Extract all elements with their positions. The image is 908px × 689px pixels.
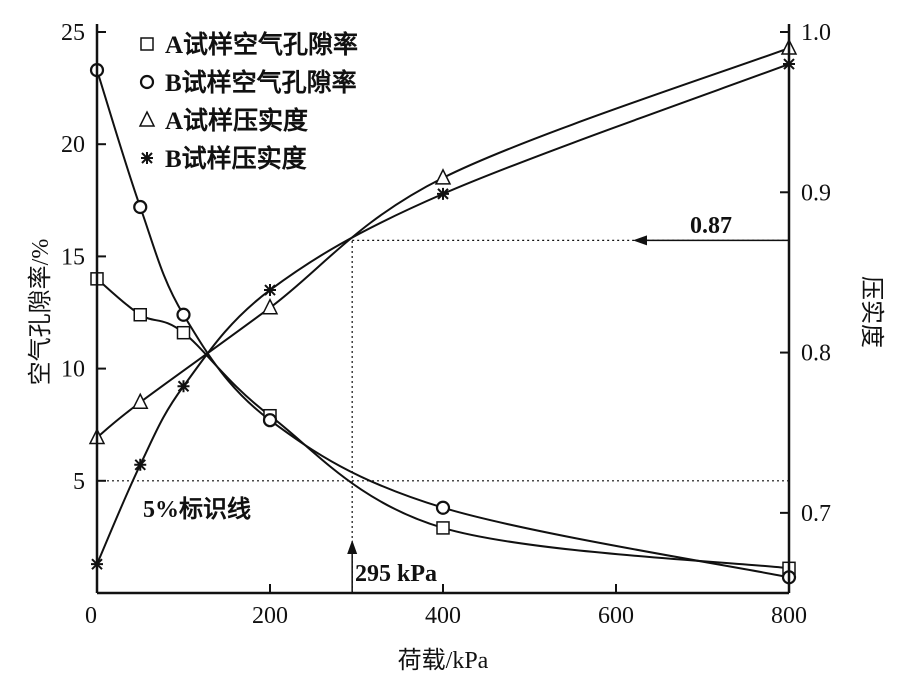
fit-curve-2 — [96, 47, 790, 439]
x-tick-label: 0 — [85, 603, 97, 629]
square-marker — [436, 521, 450, 535]
circle-marker — [262, 413, 278, 428]
legend-star-icon — [141, 152, 153, 164]
arrow-head-087 — [633, 235, 647, 246]
legend-label: A试样压实度 — [165, 106, 308, 135]
circle-marker — [435, 500, 451, 515]
x-tick-label: 800 — [771, 603, 807, 629]
legend-circle-icon — [139, 74, 155, 90]
y-tick-label-right: 0.8 — [801, 341, 831, 367]
y-tick-label-right: 1.0 — [801, 20, 831, 46]
y-tick-label-left: 10 — [61, 357, 85, 383]
legend-triangle-icon — [138, 110, 156, 127]
square-marker — [133, 307, 147, 322]
x-tick-label: 200 — [252, 603, 288, 629]
fit-curve-3 — [96, 63, 790, 565]
star-marker — [134, 458, 147, 471]
circle-marker — [176, 307, 191, 322]
legend-square-icon — [140, 37, 154, 51]
legend-label: A试样空气孔隙率 — [165, 30, 358, 59]
y-tick-label-left: 15 — [61, 244, 85, 270]
legend: A试样空气孔隙率 B试样空气孔隙率 A试样压实度 B试样压实度 — [138, 30, 358, 173]
y-axis-label-left: 空气孔隙率/% — [27, 239, 54, 386]
line-5-label: 5%标识线 — [143, 496, 251, 523]
legend-label: B试样空气孔隙率 — [165, 68, 357, 97]
arrow-head-295 — [347, 540, 358, 554]
y-tick-label-left: 20 — [61, 132, 85, 158]
triangle-marker — [261, 298, 279, 315]
y-tick-label-left: 5 — [73, 469, 85, 495]
square-marker — [176, 325, 191, 340]
triangle-marker — [434, 168, 452, 185]
y-axis-label-right: 压实度 — [858, 276, 885, 348]
x-tick-label: 400 — [425, 603, 461, 629]
load-295-label: 295 kPa — [355, 561, 437, 587]
y-tick-label-right: 0.7 — [801, 501, 831, 527]
y-tick-label-left: 25 — [61, 20, 85, 46]
triangle-marker — [132, 392, 149, 410]
x-axis-label: 荷载/kPa — [398, 647, 489, 674]
legend-label: B试样压实度 — [165, 144, 307, 173]
compaction-087-label: 0.87 — [690, 213, 732, 239]
y-tick-label-right: 0.9 — [801, 180, 831, 206]
star-marker — [437, 187, 449, 200]
star-marker — [264, 284, 276, 297]
axes: 0 200 400 600 800 5 10 15 20 25 0.7 0.8 0.9 1.0 — [61, 20, 831, 629]
star-marker — [177, 380, 190, 393]
x-tick-label: 600 — [598, 603, 634, 629]
circle-marker — [133, 199, 148, 215]
annotations — [97, 235, 789, 593]
